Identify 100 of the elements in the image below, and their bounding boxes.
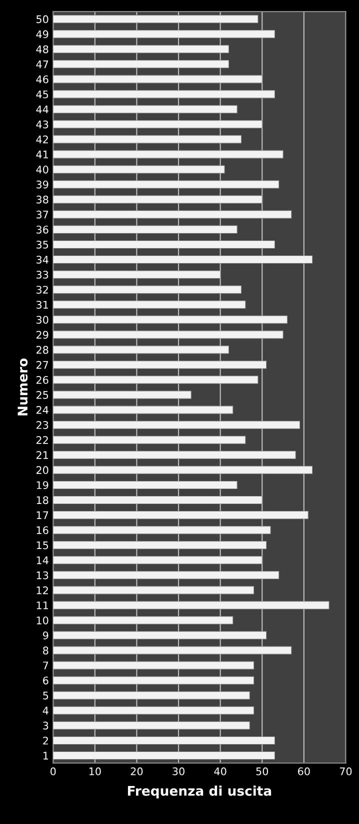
- y-tick-label: 38: [36, 196, 48, 204]
- bar: [53, 330, 284, 339]
- bar: [53, 195, 262, 204]
- bar: [53, 420, 300, 429]
- bar: [53, 541, 267, 550]
- y-tick-label: 29: [36, 330, 48, 339]
- bar: [53, 646, 292, 654]
- y-tick-label: 2: [43, 736, 48, 744]
- y-tick-label: 20: [36, 466, 48, 474]
- y-tick-label: 43: [36, 120, 48, 128]
- y-tick-label: 9: [42, 631, 48, 640]
- x-tick-label: 10: [89, 767, 101, 776]
- bar: [53, 15, 258, 24]
- y-tick-label: 49: [36, 30, 48, 38]
- y-tick-label: 33: [36, 270, 48, 279]
- bar: [53, 150, 284, 158]
- bar: [53, 286, 242, 294]
- y-tick-label: 40: [36, 166, 48, 174]
- bar: [53, 316, 288, 324]
- bar: [53, 661, 254, 670]
- y-tick-label: 4: [42, 706, 48, 714]
- y-axis-title: Numero: [18, 358, 28, 416]
- bar: [53, 480, 238, 490]
- bar: [53, 300, 246, 309]
- y-tick-label: 23: [36, 421, 48, 429]
- bar: [53, 255, 313, 264]
- y-tick-label: 37: [36, 210, 48, 219]
- bar: [53, 165, 225, 174]
- y-tick-label: 48: [36, 45, 48, 54]
- bar: [53, 601, 330, 610]
- x-tick-label: 40: [214, 767, 226, 776]
- bar: [53, 436, 246, 444]
- bar: [53, 706, 254, 714]
- y-tick-label: 11: [36, 602, 48, 610]
- x-tick-label: 60: [298, 767, 310, 776]
- bar: [53, 450, 296, 459]
- bar: [53, 120, 262, 128]
- y-tick-label: 18: [36, 496, 48, 504]
- bar: [53, 60, 229, 68]
- bar: [53, 390, 192, 399]
- bar: [53, 736, 275, 745]
- y-tick-label: 41: [36, 150, 48, 158]
- y-tick-label: 16: [36, 526, 48, 534]
- bar: [53, 571, 280, 580]
- bar: [53, 210, 292, 218]
- x-axis-title: Frequenza di uscita: [128, 786, 272, 798]
- y-tick-label: 36: [36, 226, 48, 234]
- y-tick-label: 14: [36, 556, 48, 564]
- y-tick-label: 30: [36, 316, 48, 324]
- bar: [53, 90, 275, 98]
- y-tick-label: 39: [36, 180, 48, 188]
- bar: [53, 75, 262, 84]
- y-tick-label: 32: [36, 286, 48, 294]
- y-tick-label: 17: [36, 511, 48, 519]
- y-tick-label: 1: [43, 752, 48, 760]
- y-tick-label: 34: [36, 256, 48, 264]
- y-tick-label: 42: [36, 136, 48, 144]
- bar: [53, 616, 234, 624]
- x-tick-label: 30: [172, 767, 184, 776]
- y-tick-label: 6: [43, 676, 48, 684]
- y-tick-label: 24: [36, 406, 48, 414]
- y-tick-label: 26: [36, 376, 48, 384]
- bar: [53, 376, 258, 384]
- bar: [53, 526, 271, 534]
- bar: [53, 360, 267, 369]
- bar: [53, 270, 221, 279]
- bar: [53, 751, 275, 760]
- bar: [53, 30, 275, 38]
- x-tick-label: 50: [256, 767, 268, 776]
- y-tick-label: 35: [36, 240, 48, 249]
- bar: [53, 510, 308, 520]
- y-tick-label: 47: [36, 60, 48, 68]
- bar: [53, 346, 229, 354]
- y-tick-label: 3: [43, 722, 48, 730]
- y-tick-label: 50: [36, 15, 48, 24]
- x-tick-label: 20: [130, 767, 143, 776]
- y-tick-label: 31: [36, 300, 48, 309]
- y-tick-label: 15: [36, 541, 48, 550]
- y-tick-label: 19: [36, 481, 48, 490]
- bar: [53, 180, 280, 188]
- y-tick-label: 44: [36, 106, 48, 114]
- y-tick-label: 22: [36, 436, 48, 444]
- bar: [53, 225, 238, 234]
- y-tick-label: 7: [43, 662, 48, 670]
- bar: [53, 631, 267, 640]
- x-tick-label: 0: [50, 767, 56, 776]
- y-tick-label: 5: [43, 692, 48, 700]
- bar: [53, 721, 250, 730]
- y-tick-label: 12: [36, 586, 48, 594]
- y-tick-label: 21: [36, 451, 48, 459]
- x-tick-label: 70: [340, 767, 352, 776]
- y-tick-label: 27: [36, 360, 48, 369]
- bar: [53, 135, 242, 144]
- bar: [53, 406, 234, 414]
- bar: [53, 105, 238, 114]
- bar: [53, 240, 275, 249]
- bar: [53, 466, 313, 474]
- bar: [53, 691, 250, 700]
- y-tick-label: 28: [36, 346, 48, 354]
- y-tick-label: 25: [36, 391, 48, 399]
